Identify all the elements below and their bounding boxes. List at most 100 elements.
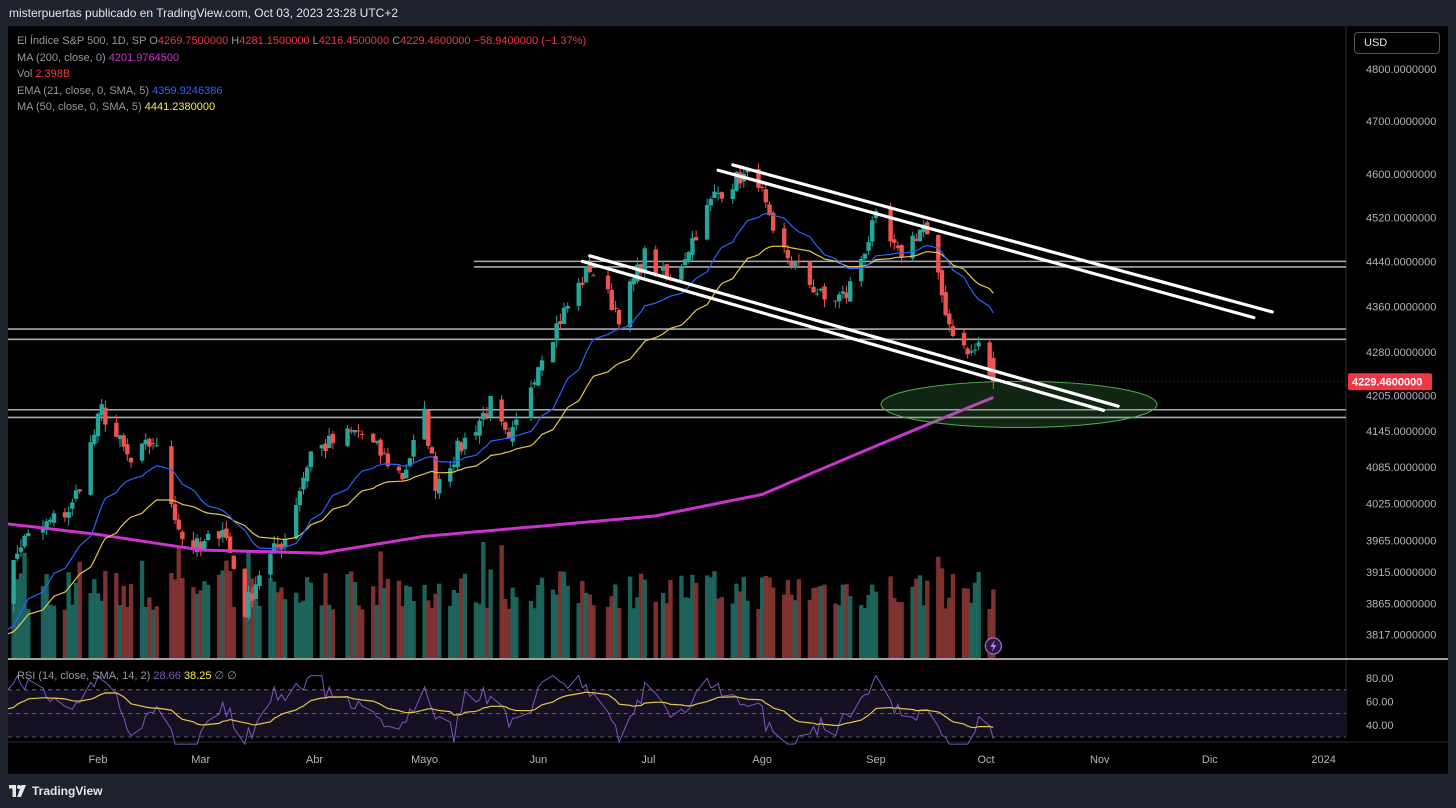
candle [862, 253, 868, 259]
volume-bar [128, 584, 134, 658]
candle [26, 533, 31, 537]
volume-bar [411, 601, 416, 658]
price-tick-label: 4280.0000000 [1366, 347, 1436, 359]
volume-bar [154, 606, 159, 658]
volume-bar [220, 570, 225, 658]
price-tick-label: 4600.0000000 [1366, 169, 1436, 181]
volume-bar [763, 575, 769, 658]
volume-bar [139, 560, 145, 658]
time-tick-label: Mar [191, 754, 210, 766]
legend-ma200-row[interactable]: MA (200, close, 0) 4201.9764500 [17, 50, 586, 67]
volume-bar [605, 606, 611, 658]
candle [22, 535, 27, 547]
candle [400, 472, 405, 480]
volume-bar [822, 584, 827, 658]
candle [704, 205, 710, 240]
volume-bar [730, 603, 736, 658]
candle [128, 457, 134, 463]
volume-bar [866, 594, 871, 658]
trendline-2 [580, 259, 1106, 412]
time-tick-label: Oct [977, 754, 994, 766]
candle [477, 420, 482, 436]
ma200-value: 4201.9764500 [108, 51, 180, 64]
candle [682, 259, 688, 266]
candle [605, 275, 611, 290]
candle [837, 294, 842, 302]
legend-ma50-row[interactable]: MA (50, close, 0, SMA, 5) 4441.2380000 [17, 99, 586, 116]
volume-bar [396, 580, 402, 658]
volume-bar [433, 593, 438, 658]
candle [781, 228, 787, 248]
volume-bar [308, 582, 314, 658]
volume-bar [422, 584, 427, 658]
candle [822, 286, 827, 300]
open-label: O [149, 35, 158, 47]
volume-bar [554, 594, 559, 658]
volume-bar [844, 584, 849, 658]
tradingview-logo-icon [9, 785, 26, 797]
candle [249, 593, 255, 601]
price-tick-label: 3915.0000000 [1366, 567, 1436, 579]
volume-bar [66, 572, 71, 658]
candle [125, 444, 130, 455]
volume-bar [921, 605, 926, 658]
candle [88, 442, 93, 495]
volume-bar [759, 577, 765, 658]
vol-label: Vol [17, 68, 33, 80]
candle [554, 323, 559, 341]
candle [767, 204, 772, 215]
volume-bar [741, 576, 747, 658]
volume-bar [859, 604, 864, 658]
tradingview-brand: TradingView [32, 784, 103, 798]
candle [433, 456, 438, 491]
symbol-label[interactable]: El Índice S&P 500, 1D, SP [17, 35, 147, 47]
volume-bar [359, 609, 365, 658]
candle [576, 282, 581, 306]
high-value: 4281.1500000 [239, 35, 310, 47]
candle [910, 235, 915, 259]
volume-bar [114, 572, 119, 658]
time-tick-label: 2024 [1311, 754, 1335, 766]
candle [374, 440, 380, 443]
volume-bar [323, 573, 328, 658]
volume-bar [301, 600, 306, 658]
volume-bar [176, 545, 181, 658]
volume-bar [664, 603, 669, 658]
volume-bar [371, 586, 376, 658]
candle [205, 533, 211, 540]
volume-bar [991, 589, 996, 658]
candle [660, 266, 666, 271]
volume-bar [807, 599, 813, 658]
candle [382, 452, 387, 454]
rsi-legend[interactable]: RSI (14, close, SMA, 14, 2) 28.66 38.25 … [17, 669, 237, 682]
candle [40, 526, 46, 533]
candle [690, 238, 695, 256]
candle [914, 238, 919, 241]
legend-ohlc-row[interactable]: El Índice S&P 500, 1D, SP O4269.7500000 … [17, 33, 586, 50]
candle [169, 446, 174, 505]
volume-bar [668, 579, 673, 658]
price-chart[interactable]: 4800.0000000 4700.0000000 4600.0000000 4520… [8, 26, 1448, 774]
currency-button[interactable]: USD [1354, 32, 1440, 54]
candle [147, 438, 152, 447]
candle [279, 543, 284, 550]
candle [345, 428, 350, 447]
legend-vol-row[interactable]: Vol 2.398B [17, 66, 586, 83]
candle [459, 442, 464, 452]
volume-bar [481, 542, 486, 658]
ema21-value: 4359.9246386 [152, 84, 223, 97]
price-tick-label: 4520.0000000 [1366, 212, 1436, 224]
tradingview-logo[interactable]: TradingView [9, 784, 102, 798]
candle [664, 264, 669, 279]
ema21-line [8, 212, 994, 630]
volume-bar [565, 585, 570, 658]
candle [532, 382, 537, 385]
volume-bar [88, 593, 93, 658]
ma50-value: 4441.2380000 [144, 101, 216, 113]
legend-ema21-row[interactable]: EMA (21, close, 0, SMA, 5) 4359.9246386 [17, 83, 586, 100]
volume-bar [503, 598, 508, 658]
volume-bar [103, 571, 108, 658]
candle [139, 443, 145, 461]
candle [528, 387, 534, 418]
chart-legend: El Índice S&P 500, 1D, SP O4269.7500000 … [17, 33, 586, 116]
